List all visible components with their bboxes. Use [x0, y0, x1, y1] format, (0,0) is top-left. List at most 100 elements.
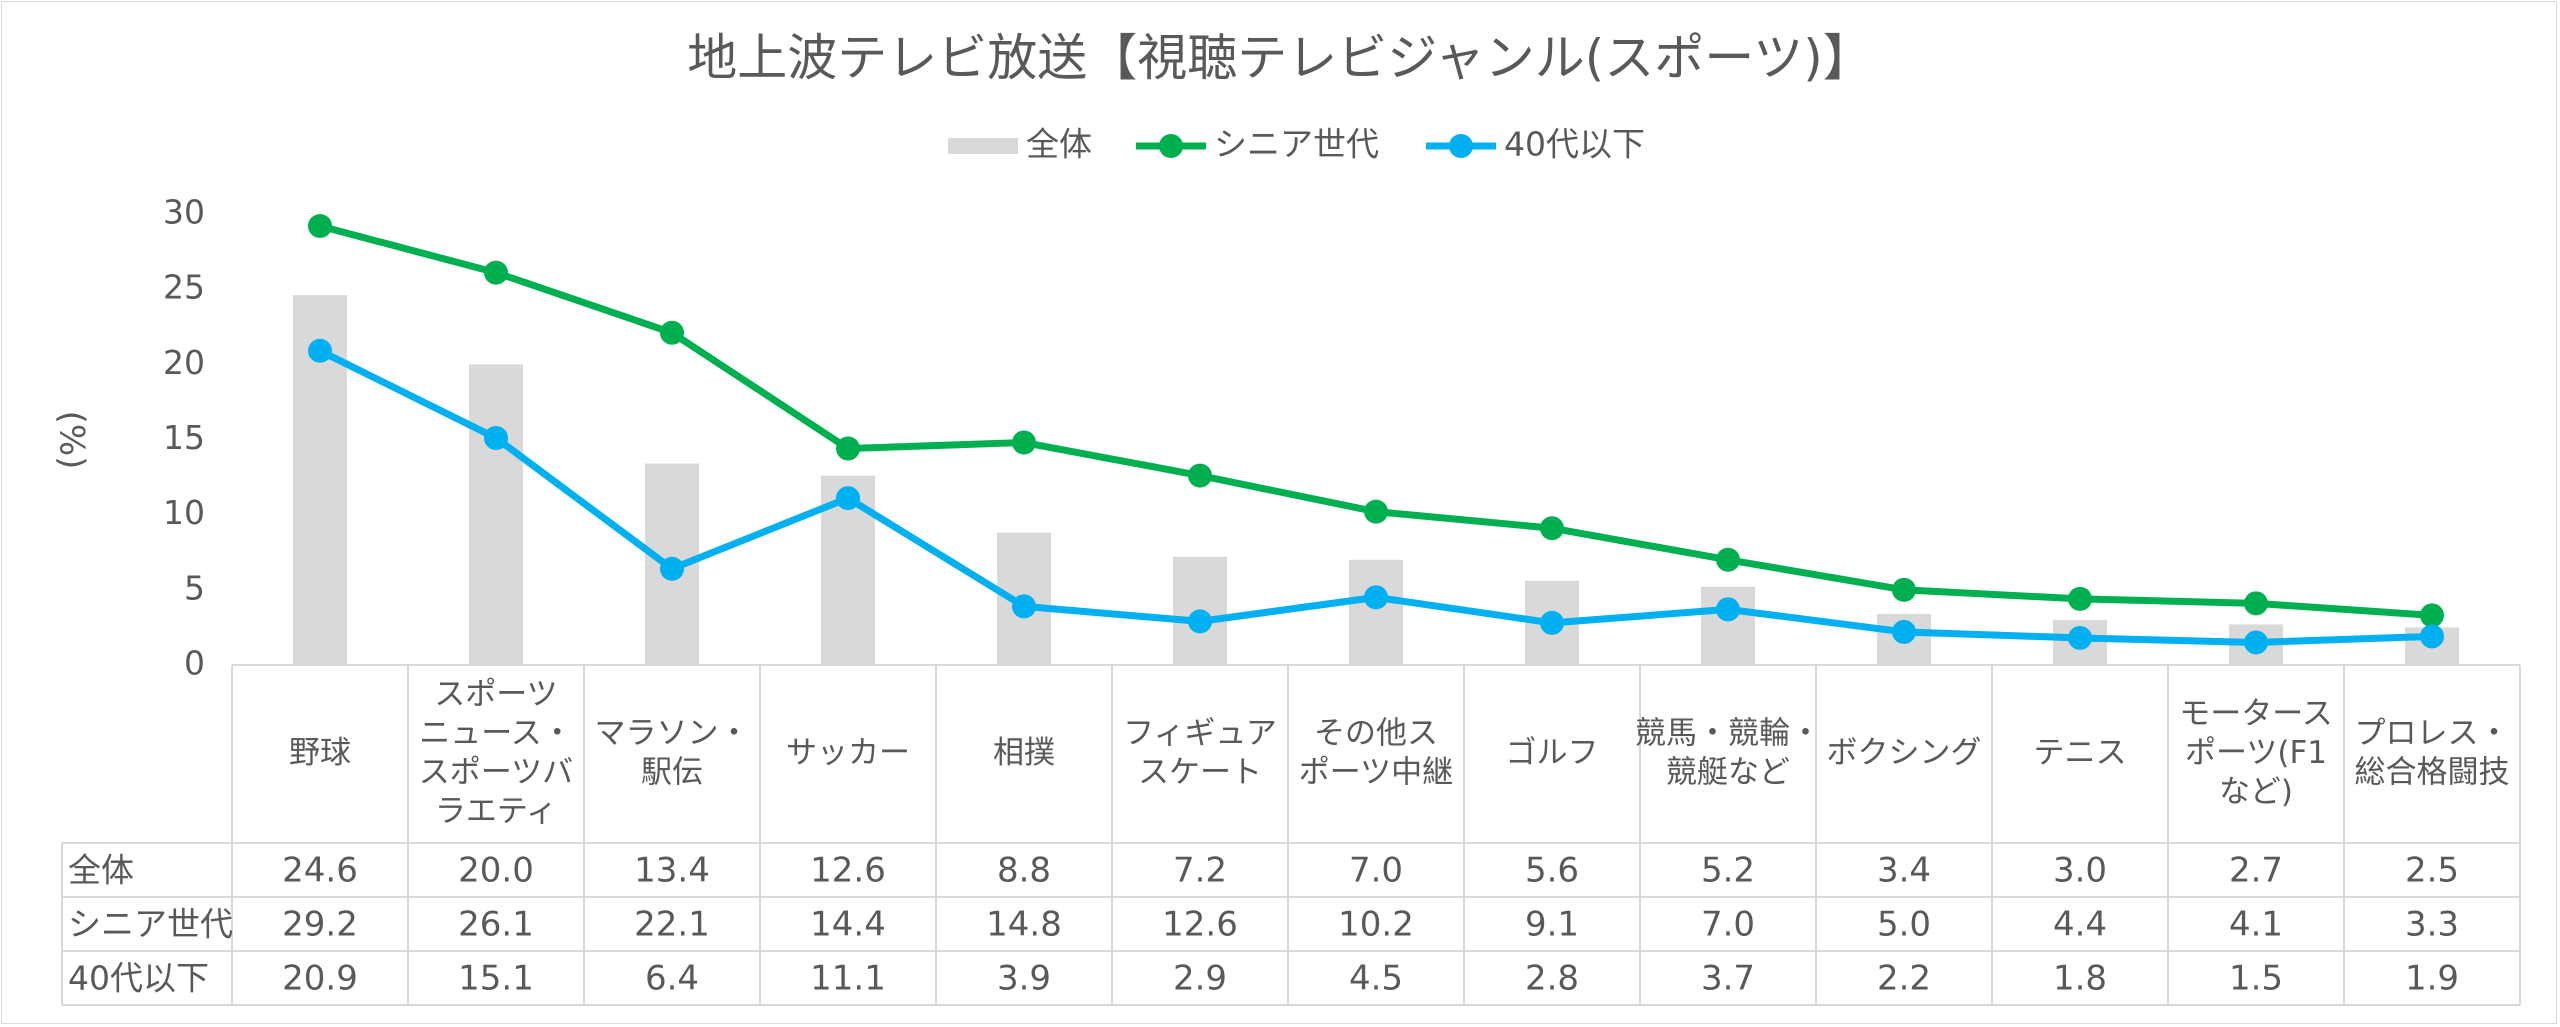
table-cell: 3.9 — [997, 959, 1051, 999]
table-cell: 2.2 — [1877, 959, 1931, 999]
table-cell: 20.9 — [282, 959, 358, 999]
category-label: サッカー — [786, 735, 910, 771]
table-cell: 20.0 — [458, 851, 534, 891]
table-row-header: 全体 — [68, 851, 134, 890]
table-cell: 2.5 — [2405, 851, 2459, 891]
y-tick-label: 30 — [163, 193, 205, 232]
series-point — [484, 260, 508, 285]
table-cell: 3.4 — [1877, 851, 1931, 891]
series-point — [1716, 547, 1740, 572]
series-point — [2244, 591, 2268, 616]
series-point — [1012, 594, 1036, 619]
table-cell: 3.7 — [1701, 959, 1755, 999]
table-cell: 5.0 — [1877, 905, 1931, 945]
table-cell: 4.1 — [2229, 905, 2283, 945]
table-cell: 5.2 — [1701, 851, 1755, 891]
table-cell: 29.2 — [282, 905, 358, 945]
table-cell: 24.6 — [282, 851, 358, 891]
y-tick-label: 25 — [163, 268, 205, 307]
category-label: スポーツニュース・スポーツバラエティ — [419, 676, 573, 829]
series-point — [2244, 630, 2268, 655]
table-cell: 9.1 — [1525, 905, 1579, 945]
series-point — [1716, 597, 1740, 622]
y-tick-label: 5 — [184, 568, 205, 607]
series-point — [1188, 463, 1212, 488]
category-label: 相撲 — [993, 735, 1055, 771]
table-cell: 13.4 — [634, 851, 710, 891]
table-cell: 11.1 — [810, 959, 886, 999]
category-label: プロレス・総合格闘技 — [2355, 715, 2510, 790]
y-axis-label: (%) — [52, 411, 92, 470]
table-cell: 1.5 — [2229, 959, 2283, 999]
series-point — [2420, 624, 2444, 649]
series-point — [1364, 499, 1388, 524]
series-point — [660, 556, 684, 581]
legend-label: 40代以下 — [1504, 125, 1645, 164]
series-point — [1540, 610, 1564, 635]
series-point — [836, 436, 860, 461]
legend-marker — [1159, 134, 1183, 158]
y-tick-label: 0 — [184, 644, 205, 683]
table-cell: 4.4 — [2053, 905, 2107, 945]
table-cell: 5.6 — [1525, 851, 1579, 891]
bar — [1349, 559, 1403, 665]
table-cell: 3.3 — [2405, 905, 2459, 945]
category-label: ボクシング — [1827, 735, 1982, 771]
category-label: 競馬・競輪・競艇など — [1635, 715, 1821, 790]
category-label: ゴルフ — [1506, 735, 1599, 771]
series-point — [2068, 586, 2092, 611]
series-point — [836, 486, 860, 511]
series-point — [1364, 585, 1388, 610]
chart-title: 地上波テレビ放送【視聴テレビジャンル(スポーツ)】 — [687, 29, 1873, 87]
table-cell: 14.4 — [810, 905, 886, 945]
table-cell: 1.9 — [2405, 959, 2459, 999]
series-point — [1012, 430, 1036, 455]
category-label: 野球 — [289, 735, 351, 771]
table-cell: 3.0 — [2053, 851, 2107, 891]
table-cell: 14.8 — [986, 905, 1062, 945]
table-cell: 1.8 — [2053, 959, 2107, 999]
table-cell: 2.8 — [1525, 959, 1579, 999]
series-point — [1540, 516, 1564, 541]
table-row-header: 40代以下 — [68, 959, 209, 998]
series-point — [1188, 609, 1212, 634]
table-cell: 6.4 — [645, 959, 699, 999]
table-cell: 15.1 — [458, 959, 534, 999]
y-tick-label: 15 — [163, 418, 205, 457]
series-point — [1892, 619, 1916, 644]
table-cell: 12.6 — [810, 851, 886, 891]
y-tick-label: 20 — [163, 343, 205, 382]
series-point — [660, 320, 684, 345]
table-cell: 2.9 — [1173, 959, 1227, 999]
line-series — [308, 214, 2444, 655]
series-point — [308, 338, 332, 363]
bar — [469, 364, 523, 665]
table-cell: 26.1 — [458, 905, 534, 945]
category-label: その他スポーツ中継 — [1299, 715, 1453, 790]
table-cell: 7.0 — [1701, 905, 1755, 945]
table-cell: 12.6 — [1162, 905, 1238, 945]
legend-swatch — [948, 138, 1018, 154]
bar-series — [293, 295, 2459, 665]
table-cell: 4.5 — [1349, 959, 1403, 999]
table-cell: 8.8 — [997, 851, 1051, 891]
series-point — [484, 425, 508, 450]
table-cell: 2.7 — [2229, 851, 2283, 891]
table-cell: 10.2 — [1338, 905, 1414, 945]
legend-label: 全体 — [1026, 125, 1092, 164]
legend: 全体 シニア世代 40代以下 — [948, 125, 1645, 164]
category-label: フィギュアスケート — [1123, 715, 1277, 790]
legend-label: シニア世代 — [1214, 125, 1379, 164]
category-label: モータースポーツ(F1 など) — [2179, 696, 2332, 810]
series-point — [2068, 625, 2092, 650]
table-cell: 7.0 — [1349, 851, 1403, 891]
series-point — [1892, 577, 1916, 602]
y-tick-label: 10 — [163, 493, 205, 532]
series-point — [308, 214, 332, 239]
table-cell: 22.1 — [634, 905, 710, 945]
y-axis: 0 5 10 15 20 25 30 — [163, 193, 205, 683]
category-label: テニス — [2034, 735, 2127, 771]
table-row-header: シニア世代 — [68, 905, 233, 944]
